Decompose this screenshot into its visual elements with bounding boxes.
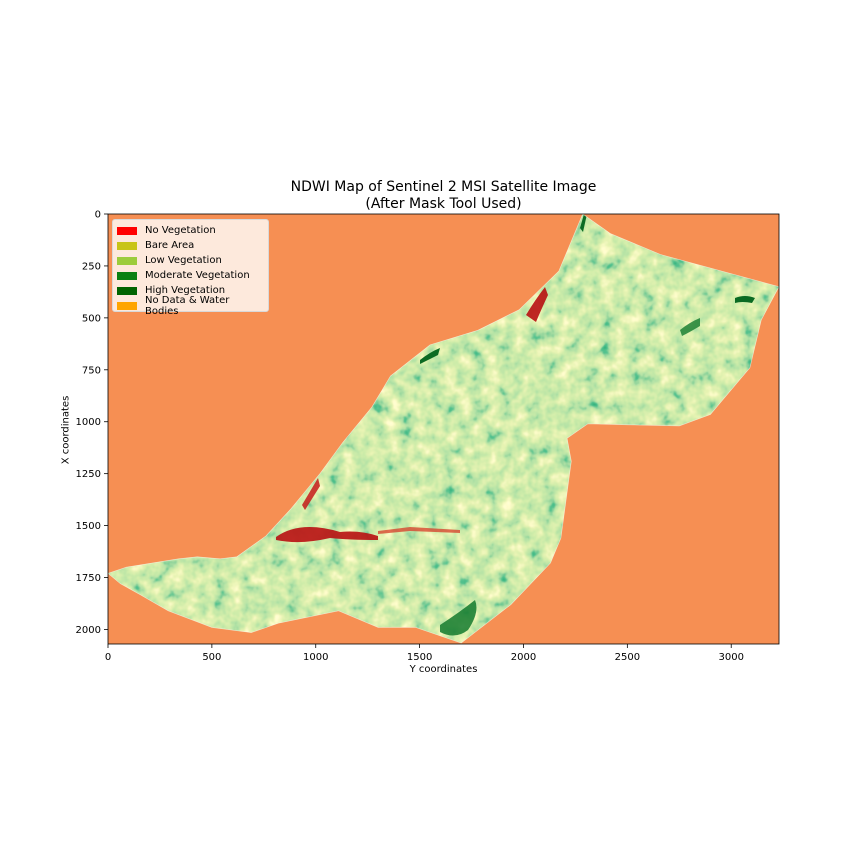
y-tick-label: 1750 <box>76 573 101 584</box>
y-axis-ticks: 0 250 500 750 1000 1250 1500 1750 2000 <box>76 210 108 636</box>
legend-item-moderate-vegetation: Moderate Vegetation <box>117 268 264 283</box>
x-axis-label: Y coordinates <box>409 664 478 675</box>
x-tick-label: 2000 <box>511 652 536 663</box>
legend-label: Bare Area <box>145 240 195 251</box>
chart-subtitle: (After Mask Tool Used) <box>365 196 522 212</box>
y-tick-label: 1250 <box>76 469 101 480</box>
high-vegetation-patches <box>420 214 755 636</box>
chart-title: NDWI Map of Sentinel 2 MSI Satellite Ima… <box>290 179 597 195</box>
y-tick-label: 1000 <box>76 417 101 428</box>
y-tick-label: 250 <box>82 261 101 272</box>
legend-label: No Vegetation <box>145 225 216 236</box>
legend-item-bare-area: Bare Area <box>117 238 264 253</box>
legend: No Vegetation Bare Area Low Vegetation M… <box>112 219 269 317</box>
y-axis-label: X coordinates <box>60 395 72 465</box>
x-tick-label: 0 <box>105 652 111 663</box>
y-tick-label: 1500 <box>76 521 101 532</box>
legend-swatch <box>117 271 137 280</box>
legend-swatch <box>117 226 137 235</box>
x-tick-label: 1500 <box>407 652 432 663</box>
legend-swatch <box>117 256 137 265</box>
legend-item-no-vegetation: No Vegetation <box>117 223 264 238</box>
no-vegetation-patches <box>276 287 548 543</box>
legend-item-low-vegetation: Low Vegetation <box>117 253 264 268</box>
study-area-outline <box>107 213 780 644</box>
x-axis-ticks: 0 500 1000 1500 2000 2500 3000 <box>105 644 744 663</box>
x-tick-label: 3000 <box>718 652 743 663</box>
y-tick-label: 750 <box>82 365 101 376</box>
y-tick-label: 0 <box>95 210 101 221</box>
x-tick-label: 1000 <box>303 652 328 663</box>
x-tick-label: 500 <box>202 652 221 663</box>
legend-item-high-vegetation: High Vegetation <box>117 283 264 298</box>
legend-swatch <box>117 286 137 295</box>
legend-label: High Vegetation <box>145 285 226 296</box>
legend-swatch <box>117 301 137 310</box>
plot-frame <box>107 213 780 645</box>
legend-label: Moderate Vegetation <box>145 270 250 281</box>
y-tick-label: 2000 <box>76 625 101 636</box>
legend-swatch <box>117 241 137 250</box>
x-tick-label: 2500 <box>615 652 640 663</box>
legend-item-no-data-water: No Data & Water Bodies <box>117 295 264 317</box>
legend-label: Low Vegetation <box>145 255 222 266</box>
legend-label: No Data & Water Bodies <box>145 294 230 317</box>
y-tick-label: 500 <box>82 313 101 324</box>
